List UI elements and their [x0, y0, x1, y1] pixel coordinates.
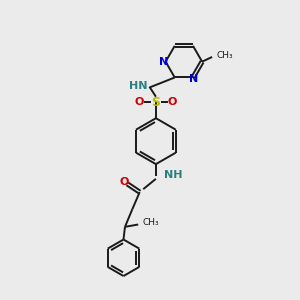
Text: O: O: [134, 97, 144, 107]
Text: N: N: [189, 74, 199, 84]
Text: CH₃: CH₃: [217, 51, 233, 60]
Text: O: O: [119, 177, 128, 188]
Text: CH₃: CH₃: [142, 218, 159, 227]
Text: O: O: [168, 97, 177, 107]
Text: N: N: [159, 57, 169, 67]
Text: NH: NH: [164, 170, 183, 180]
Text: S: S: [152, 95, 160, 109]
Text: HN: HN: [129, 81, 148, 91]
